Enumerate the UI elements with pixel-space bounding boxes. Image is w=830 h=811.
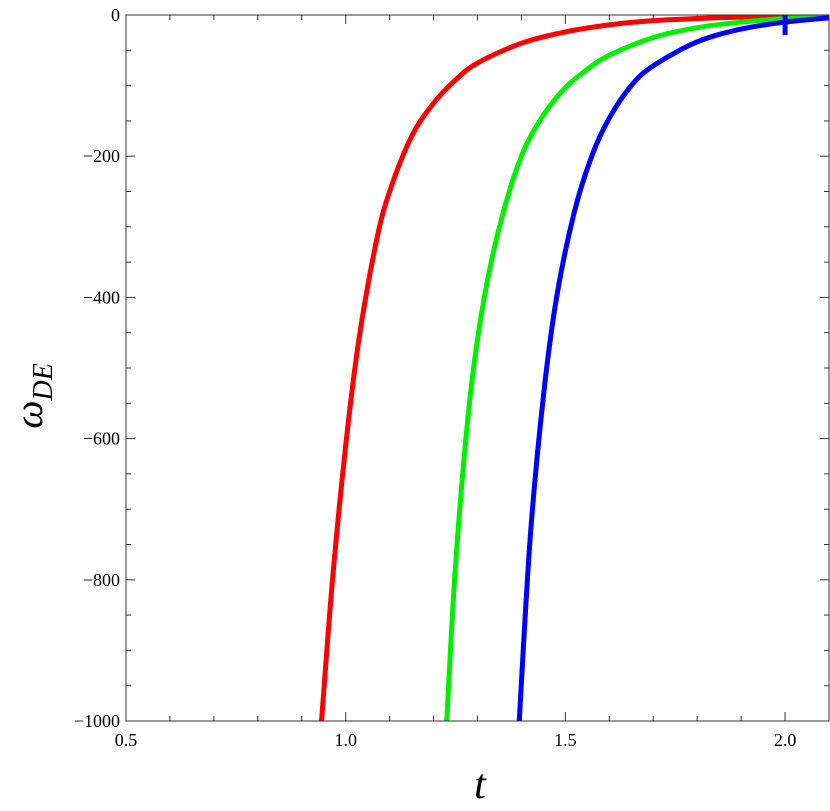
y-axis-symbol: ω (6, 401, 51, 429)
y-tick-label: −1000 (74, 711, 120, 731)
y-tick-label: −800 (83, 570, 120, 590)
ticks (125, 14, 830, 722)
x-tick-label: 2.0 (774, 730, 797, 750)
series-line-2 (444, 15, 829, 721)
x-tick-label: 1.5 (554, 730, 577, 750)
x-axis-title: t (474, 762, 487, 808)
y-tick-label: 0 (111, 5, 120, 25)
x-tick-label: 1.0 (334, 730, 357, 750)
series-layer (319, 15, 829, 721)
x-tick-label: 0.5 (115, 730, 138, 750)
tick-labels: 0.5 1.0 1.5 2.0 −1000 −800 −600 −400 −200 0 (74, 5, 796, 750)
y-tick-label: −400 (83, 287, 120, 307)
plot-frame (125, 14, 830, 722)
y-tick-label: −600 (83, 429, 120, 449)
series-line-3 (516, 15, 829, 721)
y-axis-subscript: DE (28, 363, 59, 401)
series-line-1 (319, 15, 829, 721)
y-tick-label: −200 (83, 146, 120, 166)
y-axis-title: ωDE (6, 363, 59, 429)
